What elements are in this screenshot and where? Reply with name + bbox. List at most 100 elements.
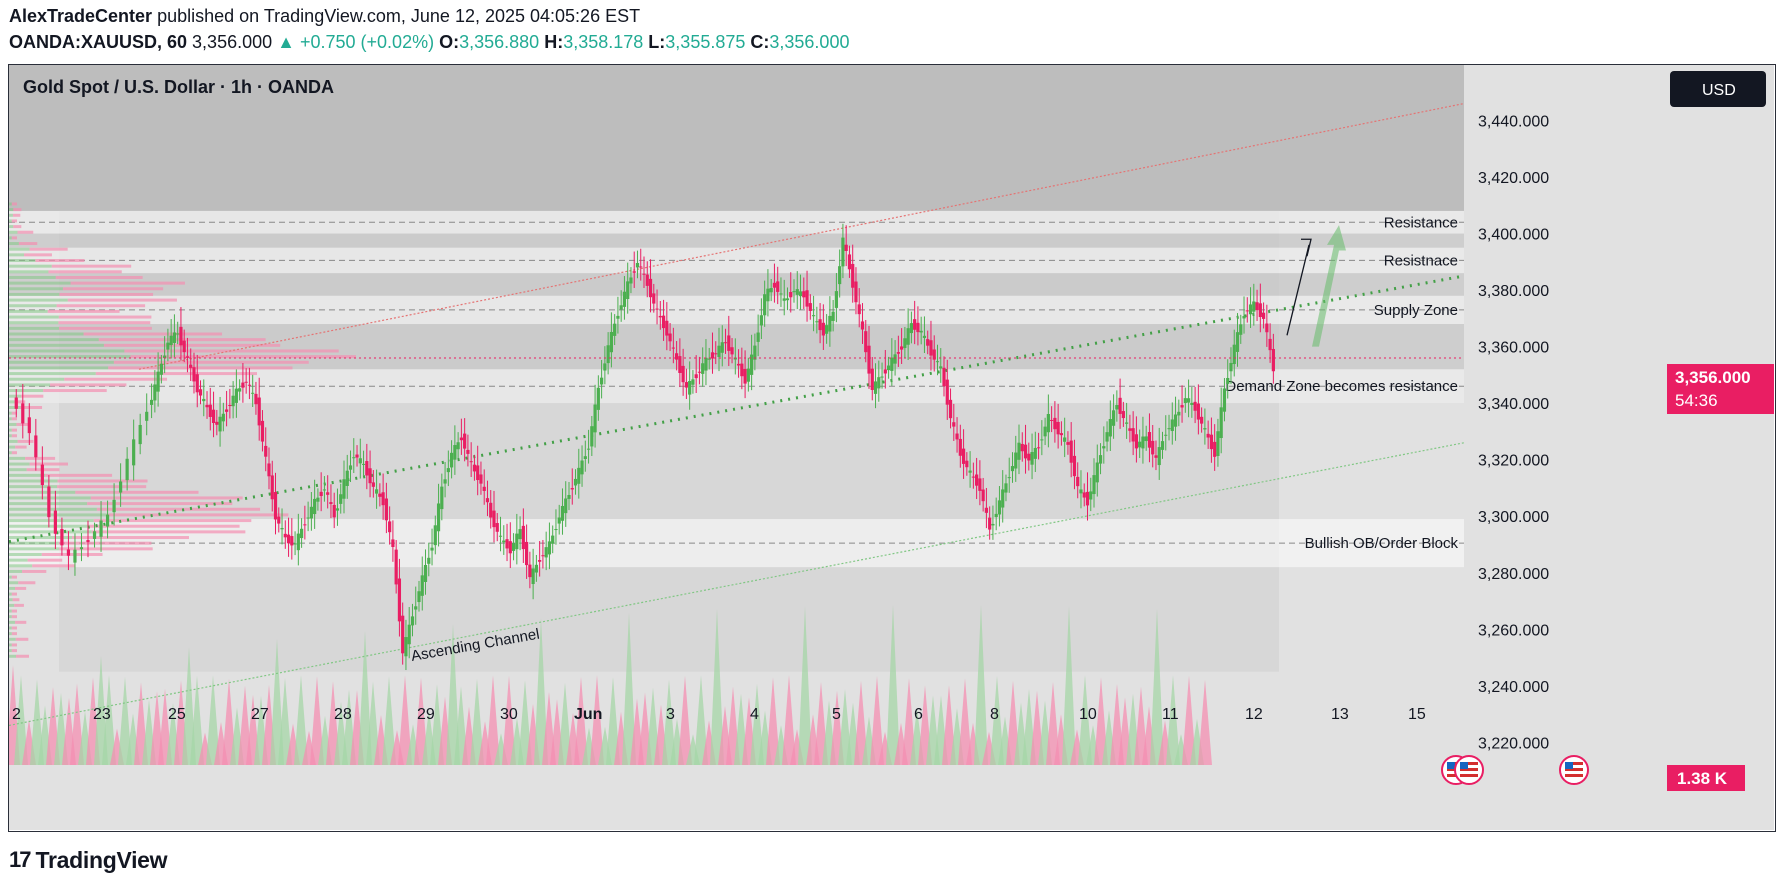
price-tick-label: 3,360.000 bbox=[1478, 340, 1549, 357]
candle-body bbox=[1007, 477, 1011, 479]
volume-profile-bar-down bbox=[93, 519, 252, 523]
candle-body bbox=[528, 564, 532, 578]
candle-body bbox=[511, 543, 516, 551]
candle-body bbox=[965, 460, 969, 468]
candle-body bbox=[260, 420, 265, 442]
candle-body bbox=[1030, 452, 1034, 465]
volume-profile-bar-down bbox=[17, 230, 34, 234]
publish-line: AlexTradeCenter published on TradingView… bbox=[9, 6, 640, 27]
candle-body bbox=[224, 409, 229, 412]
volume-profile-bar-down bbox=[89, 524, 240, 528]
volume-profile-bar-down bbox=[59, 292, 154, 296]
volume-profile-bar-down bbox=[11, 428, 17, 432]
candle-body bbox=[557, 517, 561, 524]
volume-profile-bar-down bbox=[41, 552, 103, 556]
volume-profile-bar-down bbox=[22, 569, 47, 573]
zone-label: Demand Zone becomes resistance bbox=[1225, 378, 1458, 395]
volume-peak bbox=[710, 609, 724, 765]
candle-body bbox=[678, 356, 682, 373]
candle-body bbox=[450, 452, 454, 468]
volume-profile-bar-up bbox=[9, 298, 68, 302]
volume-profile-bar-down bbox=[27, 558, 63, 562]
volume-peak bbox=[534, 618, 548, 765]
publish-info: published on TradingView.com, June 12, 2… bbox=[157, 6, 641, 26]
chart-canvas[interactable]: Resistance Resistnace Supply Zone Demand Zo… bbox=[9, 65, 1774, 830]
volume-profile-bar-up bbox=[9, 620, 16, 624]
candle-body bbox=[440, 486, 444, 510]
event-flag-icon[interactable] bbox=[1454, 755, 1484, 785]
candle-body bbox=[60, 528, 64, 546]
time-tick-label: 13 bbox=[1331, 706, 1349, 723]
volume-profile-bar-up bbox=[9, 468, 27, 472]
volume-profile-bar-up bbox=[9, 208, 14, 212]
candle-body bbox=[361, 463, 366, 465]
candle-body bbox=[740, 363, 744, 377]
volume-profile-bar-down bbox=[32, 564, 76, 568]
volume-peak bbox=[366, 681, 380, 765]
volume-peak bbox=[102, 675, 116, 765]
tradingview-logo[interactable]: 17 TradingView bbox=[9, 844, 168, 876]
candle-body bbox=[508, 541, 512, 554]
candle-body bbox=[348, 465, 353, 470]
volume-profile-bar-up bbox=[9, 349, 125, 353]
candle-body bbox=[632, 271, 636, 273]
volume-profile-bar-up bbox=[9, 411, 12, 415]
candle-body bbox=[635, 263, 640, 268]
candle-body bbox=[309, 506, 313, 519]
volume-profile-bar-up bbox=[9, 462, 30, 466]
volume-peak bbox=[622, 613, 636, 765]
volume-profile-bar-up bbox=[9, 213, 13, 217]
volume-peak bbox=[222, 678, 236, 765]
currency-button[interactable] bbox=[1670, 71, 1766, 107]
candle-body bbox=[681, 365, 685, 383]
chart-frame[interactable]: Resistance Resistnace Supply Zone Demand Zo… bbox=[8, 64, 1776, 832]
candle-body bbox=[410, 616, 415, 626]
author-name[interactable]: AlexTradeCenter bbox=[9, 6, 153, 26]
volume-profile-bar-down bbox=[50, 383, 127, 387]
candle-body bbox=[427, 557, 431, 564]
time-tick-label: 2 bbox=[12, 706, 21, 723]
volume-profile-bar-up bbox=[9, 202, 12, 206]
volume-badge-value: 1.38 K bbox=[1677, 769, 1728, 788]
candle-body bbox=[198, 389, 203, 396]
volume-profile-bar-down bbox=[57, 485, 147, 489]
candle-body bbox=[1098, 455, 1103, 464]
candle-body bbox=[1203, 428, 1207, 430]
event-flag-icon[interactable] bbox=[1559, 755, 1589, 785]
volume-profile-bar-down bbox=[11, 202, 17, 206]
candle-body bbox=[273, 492, 278, 520]
candle-body bbox=[544, 547, 548, 558]
candle-body bbox=[125, 458, 129, 481]
currency-button-label: USD bbox=[1702, 82, 1736, 99]
candle-body bbox=[665, 320, 669, 336]
volume-profile-bar-down bbox=[51, 264, 132, 268]
candle-body bbox=[645, 274, 649, 286]
candle-body bbox=[567, 494, 571, 499]
candle-body bbox=[939, 366, 943, 369]
volume-peak bbox=[358, 631, 372, 765]
candle-body bbox=[825, 325, 829, 334]
candle-body bbox=[27, 417, 31, 434]
candle-body bbox=[132, 439, 136, 466]
candle-body bbox=[1125, 422, 1129, 424]
candle-body bbox=[112, 499, 116, 513]
volume-profile-bar-down bbox=[11, 643, 17, 647]
open-label: O: bbox=[439, 32, 460, 52]
candle-body bbox=[381, 492, 385, 506]
candle-body bbox=[616, 315, 620, 319]
candle-body bbox=[580, 460, 584, 475]
candle-body bbox=[776, 281, 780, 292]
time-tick-label: 6 bbox=[914, 706, 923, 723]
volume-profile-bar-up bbox=[9, 473, 46, 477]
candle-body bbox=[802, 291, 806, 298]
candle-body bbox=[388, 521, 392, 533]
volume-profile-bar-up bbox=[9, 281, 71, 285]
volume-profile-bar-up bbox=[9, 609, 12, 613]
candle-body bbox=[648, 278, 653, 298]
volume-peak bbox=[902, 678, 916, 765]
candle-body bbox=[785, 298, 790, 301]
candle-body bbox=[1105, 432, 1109, 442]
candle-body bbox=[1242, 316, 1246, 319]
candle-body bbox=[1014, 452, 1018, 469]
volume-profile-bar-up bbox=[9, 321, 59, 325]
